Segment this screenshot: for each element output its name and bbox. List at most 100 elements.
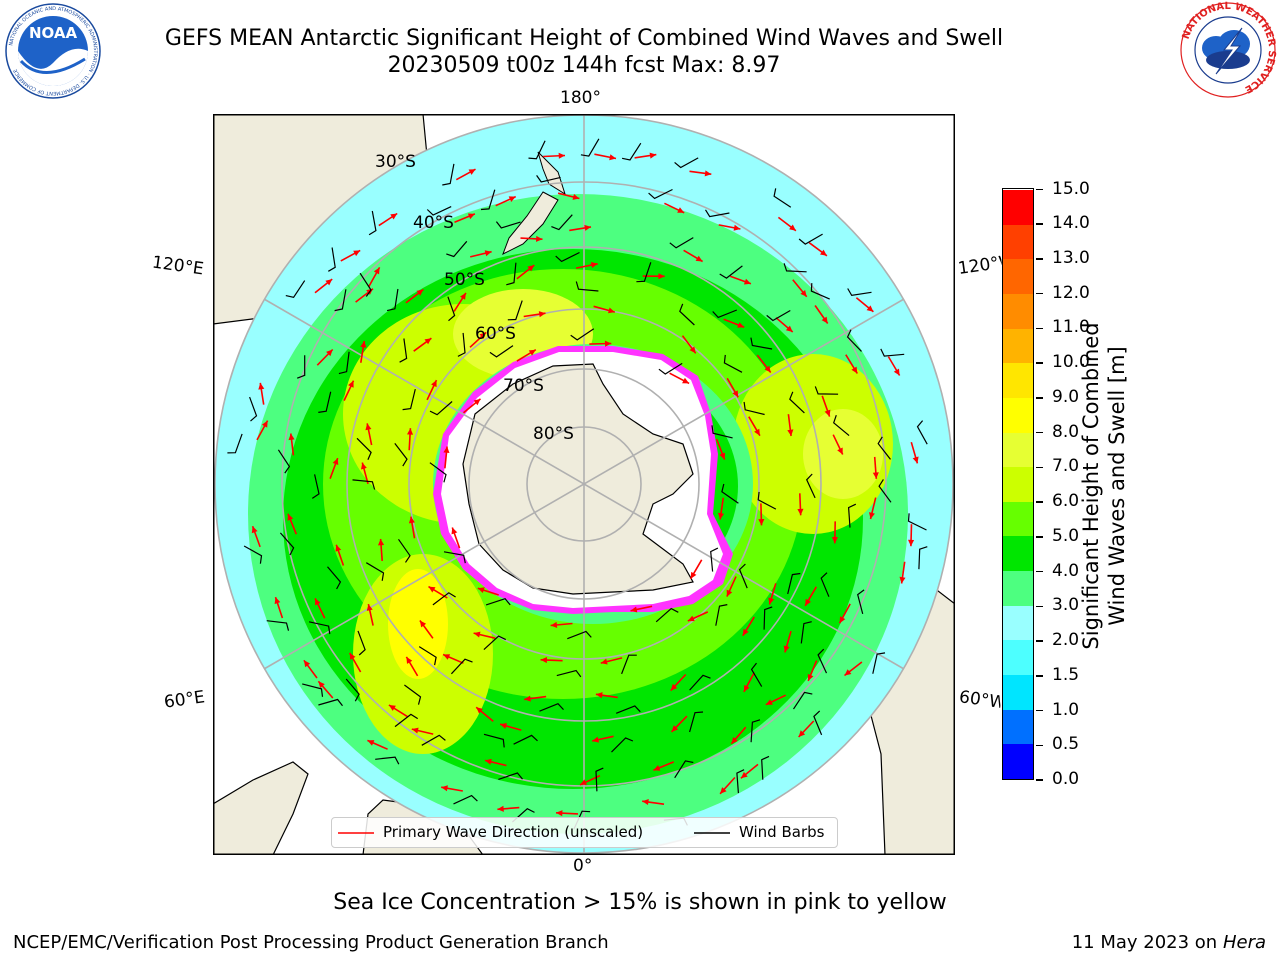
lon-label-0: 0°: [573, 856, 593, 876]
wave-arrow-head: [467, 213, 475, 220]
wave-arrow-head: [608, 307, 615, 314]
wind-barb: [877, 436, 891, 460]
colorbar-bin: [1003, 293, 1033, 329]
wave-arrow-head: [604, 340, 612, 347]
colorbar-tick-label: 12.0: [1052, 282, 1090, 303]
wave-arrow-head: [737, 322, 745, 328]
wind-barb: [266, 620, 290, 631]
wave-arrow-head: [407, 428, 414, 435]
wave-arrow-head: [609, 154, 616, 161]
wave-arrow-head: [677, 207, 685, 213]
wind-barb: [394, 713, 419, 728]
wind-barb: [738, 563, 748, 589]
colorbar-tick-mark: [1036, 258, 1043, 260]
wind-barb: [327, 566, 342, 590]
wave-arrow-head: [473, 398, 481, 406]
colorbar-tick-mark: [1036, 327, 1043, 330]
noaa-logo: NOAA NATIONAL OCEANIC AND ATMOSPHERIC AD…: [5, 3, 101, 99]
colorbar-tick-label: 13.0: [1052, 247, 1090, 268]
wind-barb: [712, 309, 738, 319]
wave-arrow-head: [768, 597, 775, 605]
wave-arrow-head: [424, 338, 432, 345]
wave-arrow-head: [274, 597, 281, 605]
colorbar-tick-label: 4.0: [1052, 560, 1080, 581]
wave-legend-label: Primary Wave Direction (unscaled): [383, 823, 644, 841]
wave-arrow-head: [695, 255, 703, 262]
wind-barb: [847, 288, 872, 297]
land-new-zealand-south: [502, 191, 559, 256]
colorbar-tick-label: 1.5: [1052, 664, 1080, 685]
wave-arrow-head: [451, 527, 458, 535]
wind-barb: [689, 711, 704, 733]
wave-arrow-head: [335, 544, 342, 552]
colorbar-tick-mark: [1036, 675, 1043, 677]
colorbar-tick-label: 10.0: [1052, 352, 1090, 373]
nws-logo: NATIONAL WEATHER SERVICE: [1176, 0, 1280, 100]
colorbar-tick-mark: [1036, 640, 1043, 642]
wave-arrow-head: [556, 810, 563, 817]
wave-arrow-head: [600, 658, 608, 665]
wind-barb: [394, 443, 408, 467]
wind-barb: [443, 551, 466, 564]
wave-arrow-head: [671, 725, 679, 732]
wind-barb: [296, 355, 306, 379]
colorbar-bin: [1003, 224, 1033, 260]
wind-barb: [357, 630, 366, 656]
colorbar-tick-mark: [1036, 744, 1043, 746]
wave-arrow-head: [572, 194, 580, 200]
wind-barb: [368, 210, 377, 236]
colorbar-bin: [1003, 571, 1033, 606]
colorbar-tick-label: 8.0: [1052, 421, 1080, 442]
wind-barb: [285, 280, 306, 298]
wind-barb: [575, 281, 599, 292]
wave-arrow-head: [785, 325, 793, 332]
colorbar-label-line1: Significant Height of Combined: [1079, 322, 1103, 650]
wind-barb: [485, 598, 511, 606]
wind-barb: [375, 756, 400, 765]
footer-machine: Hera: [1222, 932, 1266, 953]
wave-arrow-head: [287, 513, 294, 521]
wave-arrow-head: [649, 152, 657, 159]
wave-arrow-head: [742, 628, 749, 636]
wave-arrow-head: [595, 692, 603, 699]
wave-arrow-head: [732, 390, 739, 398]
wave-arrow-head: [441, 785, 448, 792]
colorbar-tick-label: 15.0: [1052, 178, 1090, 199]
wind-barb: [615, 705, 641, 714]
wind-barb: [352, 479, 376, 490]
wind-barb: [507, 300, 523, 321]
wind-barb: [483, 635, 507, 651]
wave-arrow-head: [428, 586, 436, 593]
colorbar-tick-mark: [1036, 570, 1043, 573]
colorbar-bin: [1003, 501, 1033, 537]
wind-barb: [805, 473, 816, 499]
wind-barb: [334, 289, 347, 312]
colorbar-bin: [1003, 363, 1033, 398]
wind-barb: [528, 140, 546, 160]
wind-barb: [227, 433, 243, 454]
wind-barb: [447, 296, 456, 322]
wind-barb: [318, 698, 343, 707]
wind-barb: [345, 678, 360, 702]
wave-arrow-head: [527, 265, 535, 272]
wave-arrow-head: [893, 368, 900, 376]
colorbar-label-line2: Wind Waves and Swell [m]: [1105, 346, 1129, 626]
wind-barb: [787, 572, 801, 595]
wind-barb: [442, 163, 455, 186]
wave-arrow-head: [332, 458, 339, 465]
lon-label-60e: 60°E: [162, 687, 207, 713]
colorbar-bin: [1003, 432, 1033, 468]
sea-ice-note: Sea Ice Concentration > 15% is shown in …: [333, 890, 947, 915]
lat-label-40s: 40°S: [413, 213, 454, 233]
wind-barb: [916, 420, 928, 445]
land-africa: [213, 761, 309, 855]
wind-barb: [570, 328, 595, 341]
colorbar-tick-mark: [1036, 362, 1043, 364]
wind-barb: [658, 362, 683, 375]
wind-barb: [715, 604, 728, 626]
wind-barb: [810, 283, 830, 300]
colorbar-tick-label: 3.0: [1052, 595, 1080, 616]
wave-arrow-head: [367, 740, 375, 746]
wave-arrow-head: [837, 447, 843, 455]
footer-credit: NCEP/EMC/Verification Post Processing Pr…: [13, 932, 609, 953]
